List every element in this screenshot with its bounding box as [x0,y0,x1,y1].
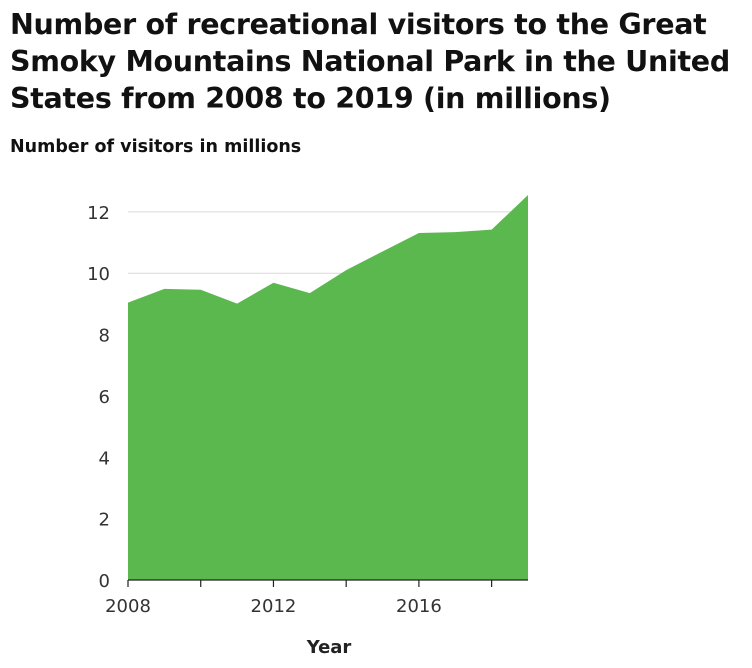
y-tick-label-0: 0 [99,571,110,592]
y-axis-ticks: 0 2 4 6 8 10 12 [87,203,110,592]
x-axis-label: Year [306,637,352,658]
y-tick-label-4: 4 [99,448,110,469]
x-axis-ticks: 2008 2012 2016 [105,596,442,617]
y-tick-label-8: 8 [99,326,110,347]
chart-title: Number of recreational visitors to the G… [10,8,730,115]
y-tick-label-12: 12 [87,203,110,224]
x-axis [127,579,528,587]
x-tick-label-2016: 2016 [396,596,442,617]
y-axis-label: Number of visitors in millions [10,137,302,157]
y-tick-label-2: 2 [99,510,110,531]
y-tick-label-6: 6 [99,387,110,408]
x-tick-label-2008: 2008 [105,596,151,617]
x-tick-label-2012: 2012 [251,596,297,617]
y-tick-label-10: 10 [87,264,110,285]
area-series [128,195,528,580]
